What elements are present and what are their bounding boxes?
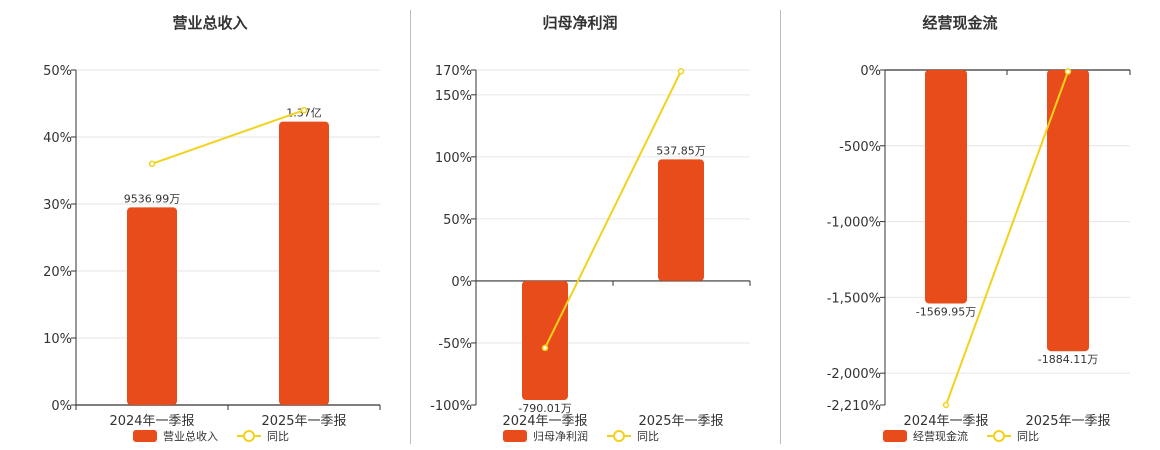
legend-line-label: 同比 bbox=[637, 430, 659, 443]
x-tick-label: 2024年一季报 bbox=[903, 414, 988, 429]
bar bbox=[279, 121, 329, 405]
y-tick-label: 0% bbox=[451, 275, 472, 290]
y-tick-label: 100% bbox=[435, 151, 472, 166]
legend-line-marker bbox=[243, 430, 255, 442]
legend-bar-label: 经营现金流 bbox=[913, 429, 968, 443]
x-tick-label: 2025年一季报 bbox=[261, 414, 346, 429]
y-tick-label: -50% bbox=[438, 337, 472, 352]
legend-bar-swatch bbox=[883, 430, 907, 442]
bar bbox=[925, 70, 967, 304]
yoy-line bbox=[151, 109, 305, 165]
panel-divider bbox=[780, 10, 781, 444]
legend-line-marker bbox=[993, 430, 1005, 442]
y-tick-label: 170% bbox=[435, 64, 472, 79]
yoy-point bbox=[942, 401, 950, 409]
data-label: -1884.11万 bbox=[1038, 353, 1098, 366]
bar bbox=[1047, 70, 1089, 352]
chart-title: 归母净利润 bbox=[542, 14, 617, 32]
y-tick-label: 10% bbox=[43, 332, 72, 347]
data-label: -1569.95万 bbox=[916, 305, 976, 318]
x-tick-label: 2025年一季报 bbox=[638, 414, 723, 429]
yoy-line bbox=[945, 71, 1069, 406]
y-tick-label: 50% bbox=[443, 213, 472, 228]
x-tick-label: 2024年一季报 bbox=[502, 414, 587, 429]
yoy-point bbox=[541, 344, 549, 352]
chart-title: 营业总收入 bbox=[172, 14, 247, 32]
yoy-point bbox=[677, 67, 685, 75]
y-tick-label: -2,210% bbox=[827, 399, 881, 414]
x-tick-label: 2024年一季报 bbox=[109, 414, 194, 429]
y-tick-label: -1,500% bbox=[827, 291, 881, 306]
bar bbox=[658, 159, 704, 281]
y-tick-label: 150% bbox=[435, 89, 472, 104]
data-label: 537.85万 bbox=[656, 144, 706, 157]
y-tick-label: 40% bbox=[43, 131, 72, 146]
bar bbox=[522, 280, 568, 401]
y-tick-label: -100% bbox=[430, 399, 472, 414]
legend-line-marker bbox=[613, 430, 625, 442]
yoy-point bbox=[300, 106, 308, 114]
bar bbox=[127, 207, 177, 405]
y-tick-label: -1,000% bbox=[827, 216, 881, 231]
legend-line-label: 同比 bbox=[1017, 430, 1039, 443]
y-tick-label: 0% bbox=[860, 64, 881, 79]
legend-bar-swatch bbox=[133, 430, 157, 442]
legend-bar-swatch bbox=[503, 430, 527, 442]
y-tick-label: 0% bbox=[51, 399, 72, 414]
y-tick-label: -2,000% bbox=[827, 367, 881, 382]
legend-line-label: 同比 bbox=[267, 430, 289, 443]
chart-title: 经营现金流 bbox=[922, 14, 997, 32]
data-label: 9536.99万 bbox=[124, 192, 181, 205]
panel-divider bbox=[410, 10, 411, 444]
y-tick-label: -500% bbox=[839, 140, 881, 155]
y-tick-label: 30% bbox=[43, 198, 72, 213]
y-tick-label: 20% bbox=[43, 265, 72, 280]
yoy-line bbox=[544, 70, 682, 349]
x-tick-label: 2025年一季报 bbox=[1025, 414, 1110, 429]
yoy-point bbox=[1064, 68, 1072, 75]
legend-bar-label: 营业总收入 bbox=[163, 429, 218, 443]
y-tick-label: 50% bbox=[43, 64, 72, 79]
data-label: -790.01万 bbox=[518, 402, 571, 415]
yoy-point bbox=[148, 160, 156, 168]
legend-bar-label: 归母净利润 bbox=[533, 429, 588, 443]
